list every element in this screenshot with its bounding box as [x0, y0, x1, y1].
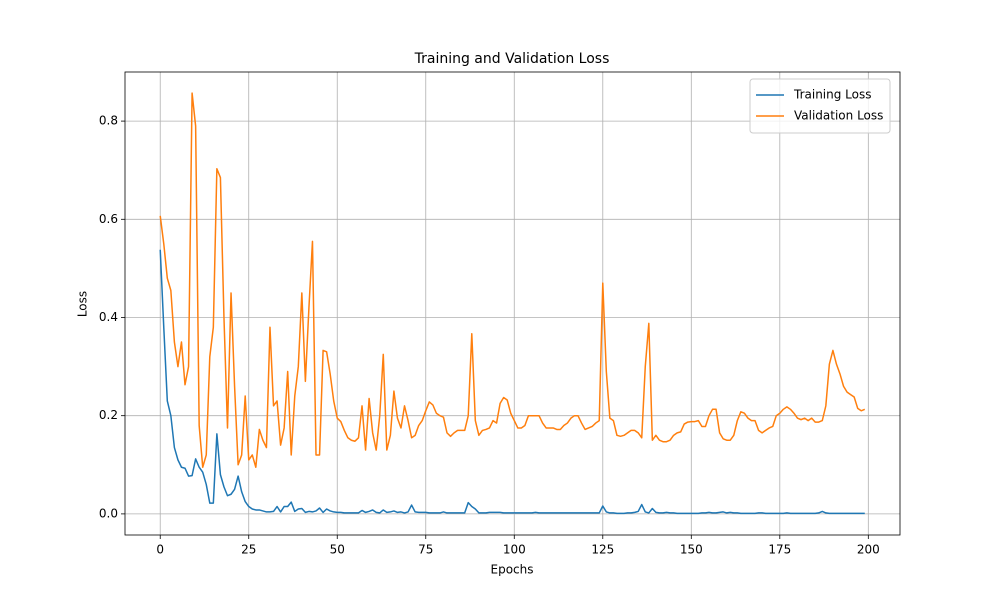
x-tick-label: 100 — [503, 543, 526, 557]
x-tick-label: 200 — [857, 543, 880, 557]
data-line — [159, 92, 866, 468]
x-tick-label: 0 — [156, 543, 164, 557]
plot-frame — [124, 71, 901, 536]
x-tick-label: 25 — [241, 543, 256, 557]
y-tick-label: 0.0 — [99, 506, 118, 520]
x-tick-label: 175 — [768, 543, 791, 557]
y-axis-label: Loss — [76, 291, 90, 317]
y-tick-label: 0.2 — [99, 408, 118, 422]
x-tick-label: 150 — [680, 543, 703, 557]
y-tick-label: 0.8 — [99, 114, 118, 128]
chart-title: Training and Validation Loss — [414, 51, 610, 67]
legend-label: Validation Loss — [794, 109, 883, 123]
y-tick-label: 0.4 — [99, 310, 118, 324]
x-tick-label: 125 — [591, 543, 614, 557]
x-tick-label: 50 — [330, 543, 345, 557]
x-axis-label: Epochs — [491, 563, 534, 577]
legend-label: Training Loss — [793, 88, 871, 102]
data-line — [159, 249, 865, 515]
y-tick-label: 0.6 — [99, 212, 118, 226]
legend-box — [749, 78, 891, 134]
x-tick-label: 75 — [418, 543, 433, 557]
